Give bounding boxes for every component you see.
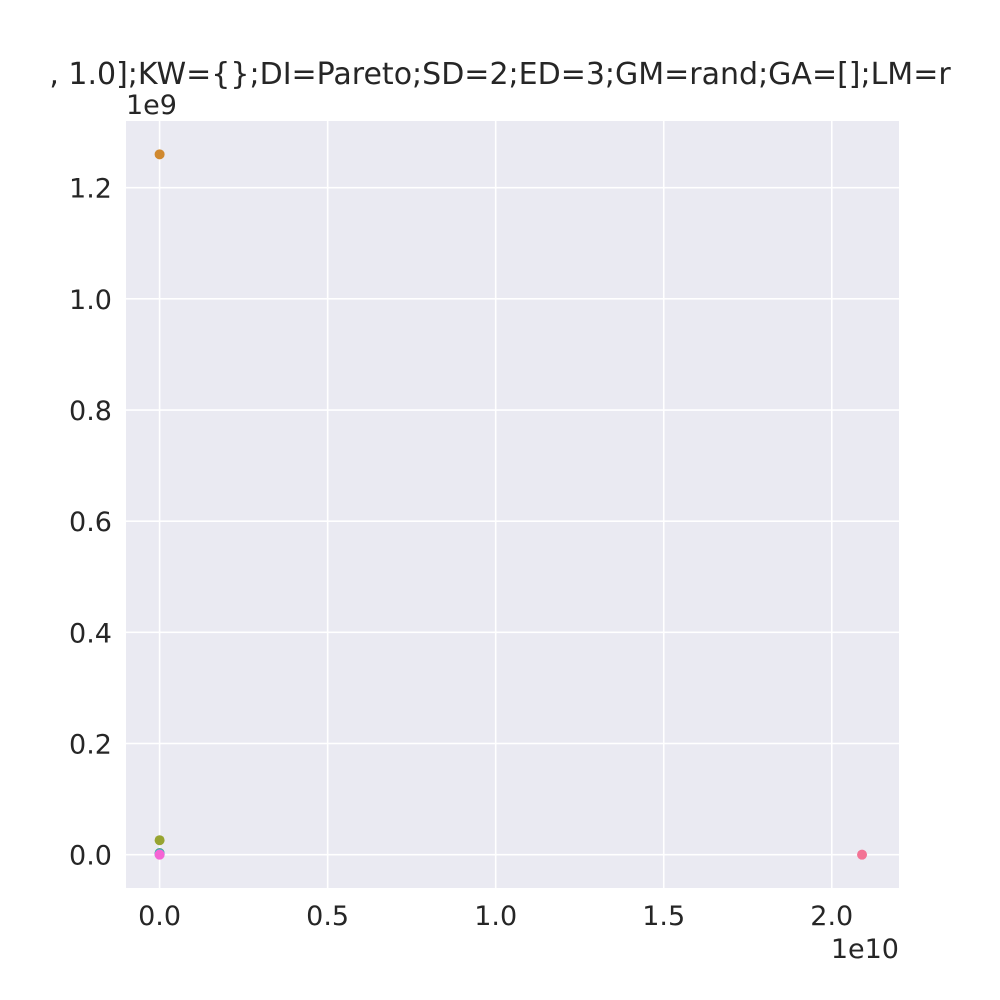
y-tick-label: 0.4: [69, 618, 112, 649]
y-tick-label: 1.2: [69, 174, 112, 205]
y-tick-labels: 0.0 0.2 0.4 0.6 0.8 1.0 1.2: [69, 174, 112, 872]
x-tick-label: 1.5: [642, 901, 685, 932]
x-tick-labels: 0.0 0.5 1.0 1.5 2.0: [138, 901, 853, 932]
y-tick-label: 0.8: [69, 396, 112, 427]
chart-title: , 1.0];KW={};DI=Pareto;SD=2;ED=3;GM=rand…: [49, 57, 951, 92]
x-tick-label: 1.0: [474, 901, 517, 932]
scatter-points: [154, 149, 868, 860]
x-tick-label: 0.5: [306, 901, 349, 932]
scatter-point: [154, 149, 165, 160]
grid: [126, 121, 899, 888]
y-tick-label: 1.0: [69, 285, 112, 316]
x-offset-label: 1e10: [831, 934, 899, 965]
y-tick-label: 0.2: [69, 729, 112, 760]
plot-area: [126, 121, 899, 888]
x-tick-label: 2.0: [810, 901, 853, 932]
scatter-point: [154, 849, 165, 860]
y-offset-label: 1e9: [126, 90, 177, 121]
y-tick-label: 0.6: [69, 507, 112, 538]
y-tick-label: 0.0: [69, 841, 112, 872]
scatter-point: [857, 849, 868, 860]
scatter-point: [154, 835, 165, 846]
x-tick-label: 0.0: [138, 901, 181, 932]
